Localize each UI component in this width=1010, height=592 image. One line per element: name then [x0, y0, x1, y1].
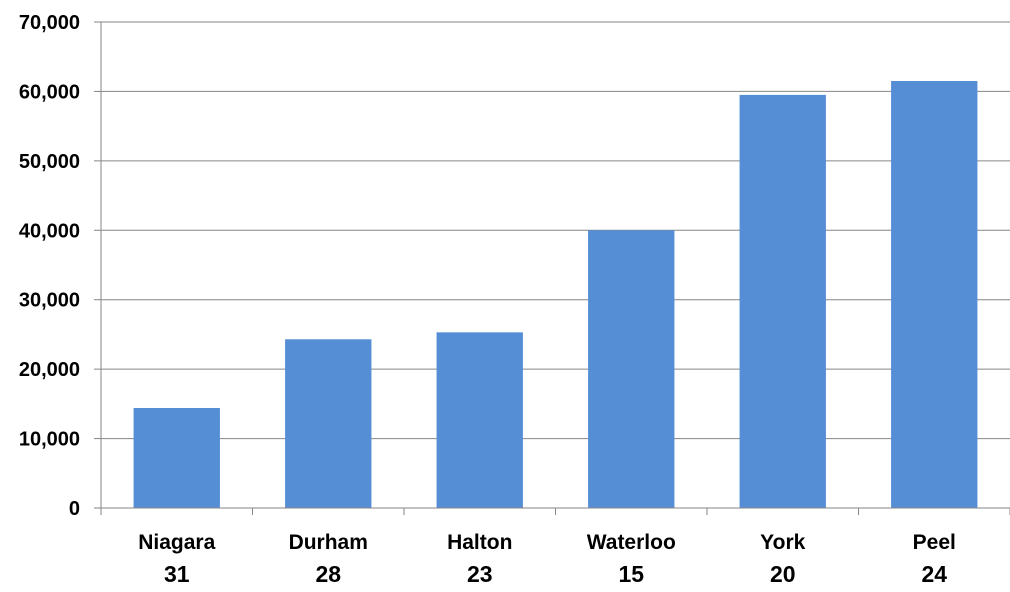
bar-durham: [285, 339, 372, 508]
x-tick-sublabel: 20: [770, 561, 796, 587]
y-tick-label: 60,000: [19, 81, 80, 103]
y-tick-label: 30,000: [19, 290, 80, 312]
x-tick-sublabel: 15: [618, 561, 644, 587]
bar-halton: [436, 332, 523, 508]
x-tick-label: York: [760, 531, 805, 554]
y-tick-label: 40,000: [19, 220, 80, 242]
bars: [133, 81, 978, 509]
gridlines: [101, 21, 1010, 440]
bar-waterloo: [588, 230, 675, 509]
x-tick-label: Niagara: [138, 531, 215, 554]
y-tick-label: 20,000: [19, 359, 80, 381]
x-tick-label: Durham: [289, 531, 368, 554]
bar-niagara: [133, 408, 220, 508]
x-tick-sublabel: 31: [164, 561, 190, 587]
x-tick-label: Halton: [447, 531, 512, 554]
x-tick-labels: Niagara 31 Durham 28 Halton 23 Waterloo 15 York 2…: [138, 531, 956, 587]
x-tick-sublabel: 23: [467, 561, 493, 587]
y-tick-label: 10,000: [19, 429, 80, 451]
y-tick-label: 70,000: [19, 12, 80, 34]
x-tick-label: Waterloo: [587, 531, 676, 554]
x-tick-label: Peel: [913, 531, 956, 554]
axes: [94, 21, 1010, 515]
y-tick-label: 0: [69, 498, 80, 520]
x-tick-sublabel: 24: [921, 561, 947, 587]
x-tick-sublabel: 28: [315, 561, 341, 587]
y-tick-labels: 0 10,000 20,000 30,000 40,000 50,000 60,000 70,…: [19, 12, 80, 520]
y-tick-label: 50,000: [19, 151, 80, 173]
bar-peel: [891, 81, 978, 508]
bar-york: [739, 94, 826, 509]
